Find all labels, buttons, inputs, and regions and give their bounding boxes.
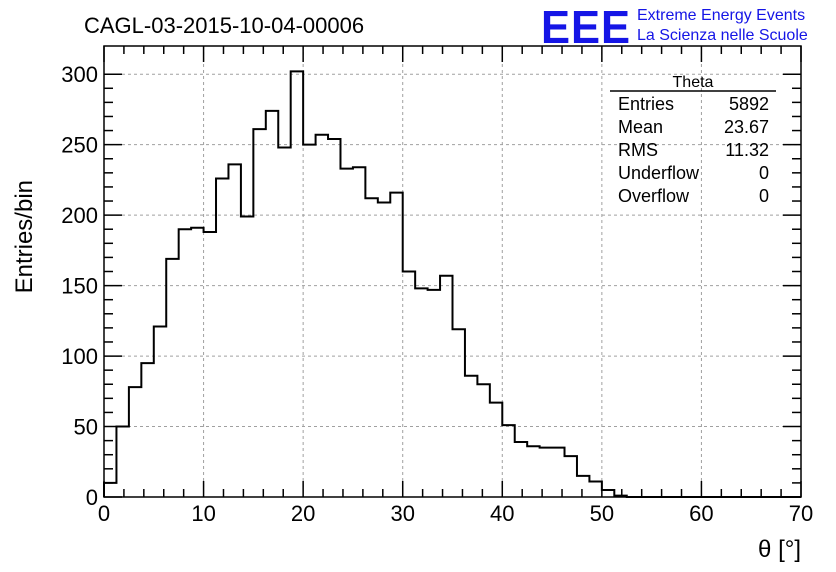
histogram-bin-25	[415, 288, 427, 497]
y-tick-label-150: 150	[61, 274, 98, 299]
stats-value-underflow: 0	[759, 163, 769, 183]
eee-logo-line2: La Scienza nelle Scuole	[637, 27, 808, 44]
y-tick-label-50: 50	[74, 415, 98, 440]
y-tick-label-100: 100	[61, 344, 98, 369]
histogram-bin-9	[216, 178, 228, 497]
histogram-bin-39	[589, 481, 601, 497]
stats-rows: Entries 5892 Mean 23.67 RMS 11.32 Underflow 0 Ov…	[618, 94, 769, 206]
stats-value-overflow: 0	[759, 186, 769, 206]
histogram-bin-19	[340, 169, 352, 497]
histogram-bin-12	[253, 129, 265, 497]
x-axis-title: θ [°]	[758, 536, 801, 563]
stats-label-entries: Entries	[618, 94, 674, 114]
histogram-bin-5	[166, 259, 178, 497]
x-tick-label-0: 0	[98, 501, 110, 526]
stats-box: Theta Entries 5892 Mean 23.67 RMS 11.32 Underf…	[610, 74, 776, 206]
histogram-bin-3	[141, 363, 153, 497]
axis-ticks	[103, 46, 802, 498]
stats-title: Theta	[673, 74, 714, 91]
histogram-bin-8	[204, 232, 216, 497]
x-tick-label-20: 20	[291, 501, 315, 526]
histogram-bin-38	[577, 476, 589, 497]
y-tick-labels: 0 50 100 150 200 250 300	[61, 62, 98, 510]
x-tick-labels: 0 10 20 30 40 50 60 70	[98, 501, 813, 526]
x-tick-label-60: 60	[689, 501, 713, 526]
stats-label-underflow: Underflow	[618, 163, 700, 183]
stats-value-rms: 11.32	[725, 140, 769, 160]
histogram-bins	[104, 71, 627, 497]
x-tick-label-50: 50	[590, 501, 614, 526]
eee-logo: EEE Extreme Energy Events La Scienza nel…	[541, 1, 808, 53]
x-tick-label-10: 10	[191, 501, 215, 526]
histogram-bin-31	[490, 403, 502, 497]
x-tick-label-70: 70	[789, 501, 813, 526]
histogram-bin-1	[116, 427, 128, 497]
eee-logo-mark: EEE	[541, 1, 631, 53]
plot-frame	[103, 45, 802, 498]
y-tick-label-0: 0	[86, 485, 98, 510]
histogram-bin-23	[390, 193, 402, 497]
y-tick-label-300: 300	[61, 62, 98, 87]
histogram-bin-17	[316, 135, 328, 497]
histogram-bin-21	[365, 198, 377, 497]
histogram-bin-27	[440, 276, 452, 497]
histogram-bin-26	[428, 290, 440, 497]
histogram-bin-4	[154, 326, 166, 497]
histogram-bin-37	[565, 456, 577, 497]
histogram-bin-6	[179, 229, 191, 497]
histogram-bin-20	[353, 167, 365, 497]
histogram-bin-13	[266, 111, 278, 497]
histogram-bin-16	[303, 145, 315, 497]
histogram-bin-14	[278, 147, 290, 497]
histogram-outline	[103, 70, 801, 498]
histogram-bin-0	[104, 483, 116, 497]
histogram-bin-11	[241, 217, 253, 497]
histogram-bin-18	[328, 139, 340, 497]
histogram-bin-15	[291, 71, 303, 497]
stats-value-entries: 5892	[729, 94, 769, 114]
eee-logo-line1: Extreme Energy Events	[637, 7, 805, 24]
x-tick-label-30: 30	[390, 501, 414, 526]
x-tick-label-40: 40	[490, 501, 514, 526]
histogram-bin-22	[378, 202, 390, 497]
histogram-bin-28	[453, 329, 465, 497]
y-tick-label-250: 250	[61, 133, 98, 158]
histogram-bin-24	[403, 272, 415, 498]
stats-label-mean: Mean	[618, 117, 663, 137]
chart-title: CAGL-03-2015-10-04-00006	[84, 13, 364, 38]
y-axis-title: Entries/bin	[11, 180, 38, 293]
histogram-bin-30	[477, 384, 489, 497]
stats-value-mean: 23.67	[724, 117, 769, 137]
histogram-bin-2	[129, 387, 141, 497]
stats-label-rms: RMS	[618, 140, 658, 160]
stats-label-overflow: Overflow	[618, 186, 690, 206]
histogram-bin-10	[228, 164, 240, 497]
histogram-bin-34	[527, 446, 539, 497]
y-tick-label-200: 200	[61, 203, 98, 228]
histogram-bin-29	[465, 376, 477, 497]
histogram-bin-7	[191, 228, 203, 497]
histogram-bin-33	[515, 442, 527, 497]
histogram-bin-40	[602, 490, 614, 497]
grid-lines	[104, 46, 801, 497]
histogram-bin-32	[502, 425, 514, 497]
